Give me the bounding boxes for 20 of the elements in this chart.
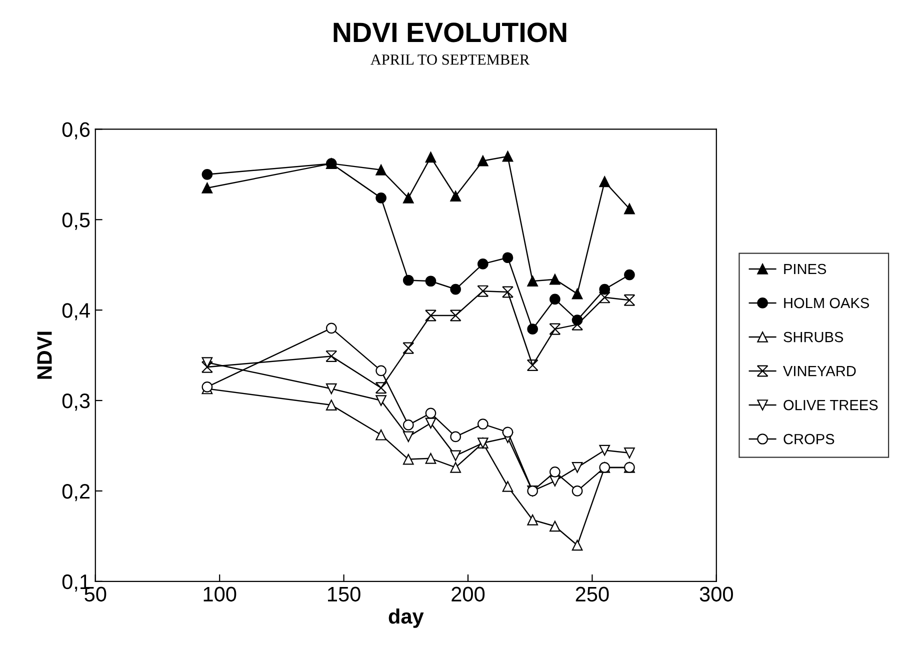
y-tick-label: 0,2 bbox=[62, 484, 90, 502]
legend-label: VINEYARD bbox=[783, 366, 856, 376]
y-tick-label: 0,3 bbox=[62, 394, 90, 411]
legend-label: CROPS bbox=[784, 434, 834, 444]
chart-subtitle: APRIL TO SEPTEMBER bbox=[370, 54, 530, 65]
x-tick-label: 200 bbox=[452, 586, 485, 602]
x-tick-label: 150 bbox=[328, 586, 360, 602]
y-tick-label: 0,5 bbox=[62, 212, 90, 230]
legend-label: OLIVE TREES bbox=[784, 400, 878, 410]
x-axis-title: day bbox=[388, 608, 424, 628]
legend-label: HOLM OAKS bbox=[784, 298, 870, 308]
y-tick-label: 0,4 bbox=[62, 303, 90, 320]
x-tick-label: 100 bbox=[204, 586, 236, 602]
x-tick-label: 250 bbox=[576, 586, 609, 602]
y-tick-label: 0,6 bbox=[62, 122, 90, 140]
chart-title: NDVI EVOLUTION bbox=[334, 22, 566, 42]
legend-label: SHRUBS bbox=[784, 332, 844, 342]
x-tick-label: 300 bbox=[700, 586, 733, 602]
y-axis-title: NDVI bbox=[37, 332, 52, 379]
legend-label: PINES bbox=[784, 264, 826, 274]
